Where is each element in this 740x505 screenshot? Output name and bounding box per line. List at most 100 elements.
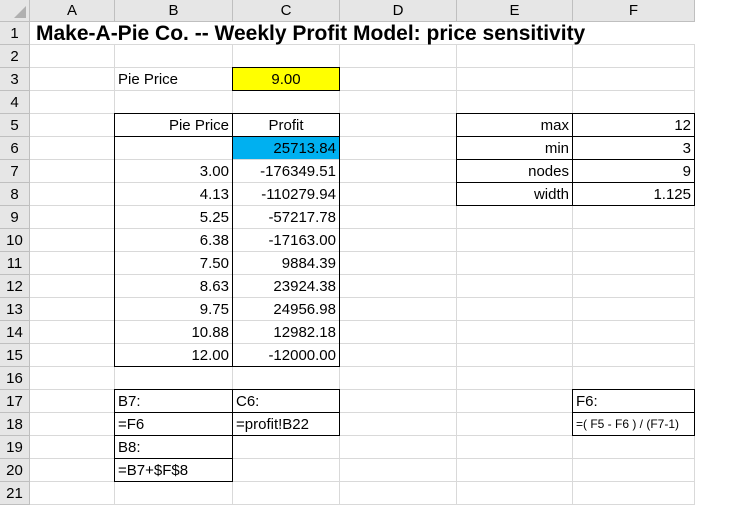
grid-cell[interactable]: [573, 229, 695, 252]
column-header-a[interactable]: A: [30, 0, 115, 22]
profit-value[interactable]: 9884.39: [233, 252, 340, 275]
grid-cell[interactable]: [457, 229, 573, 252]
grid-cell[interactable]: [573, 482, 695, 505]
grid-cell[interactable]: [573, 91, 695, 114]
note-b8-label[interactable]: B8:: [115, 436, 233, 459]
note-b7-label[interactable]: B7:: [115, 390, 233, 413]
row-header-12[interactable]: 12: [0, 275, 30, 298]
grid-cell[interactable]: [30, 390, 115, 413]
pie-price-value[interactable]: 7.50: [115, 252, 233, 275]
grid-cell[interactable]: [573, 344, 695, 367]
profit-value[interactable]: -110279.94: [233, 183, 340, 206]
grid-cell[interactable]: [233, 459, 340, 482]
param-value[interactable]: 3: [573, 137, 695, 160]
grid-cell[interactable]: [573, 206, 695, 229]
grid-cell[interactable]: [340, 45, 457, 68]
note-f6-label[interactable]: F6:: [573, 390, 695, 413]
row-header-7[interactable]: 7: [0, 160, 30, 183]
row-header-8[interactable]: 8: [0, 183, 30, 206]
grid-cell[interactable]: [573, 321, 695, 344]
grid-cell[interactable]: [457, 459, 573, 482]
grid-cell[interactable]: [573, 298, 695, 321]
grid-cell[interactable]: [340, 367, 457, 390]
profit-base-cell[interactable]: 25713.84: [233, 137, 340, 160]
grid-cell[interactable]: [457, 252, 573, 275]
table-header-profit[interactable]: Profit: [233, 114, 340, 137]
profit-value[interactable]: -57217.78: [233, 206, 340, 229]
grid-cell[interactable]: [340, 252, 457, 275]
profit-value[interactable]: -12000.00: [233, 344, 340, 367]
grid-cell[interactable]: [233, 91, 340, 114]
grid-cell[interactable]: [573, 252, 695, 275]
row-header-4[interactable]: 4: [0, 91, 30, 114]
grid-cell[interactable]: [457, 68, 573, 91]
grid-cell[interactable]: [340, 390, 457, 413]
row-header-21[interactable]: 21: [0, 482, 30, 505]
grid-cell[interactable]: [457, 275, 573, 298]
grid-cell[interactable]: [30, 413, 115, 436]
grid-cell[interactable]: [30, 160, 115, 183]
grid-cell[interactable]: [30, 68, 115, 91]
grid-cell[interactable]: [30, 367, 115, 390]
param-value[interactable]: 12: [573, 114, 695, 137]
param-value[interactable]: 1.125: [573, 183, 695, 206]
grid-cell[interactable]: [340, 206, 457, 229]
row-header-20[interactable]: 20: [0, 459, 30, 482]
grid-cell[interactable]: [340, 91, 457, 114]
grid-cell[interactable]: [457, 413, 573, 436]
grid-cell[interactable]: [340, 344, 457, 367]
grid-cell[interactable]: [340, 183, 457, 206]
profit-value[interactable]: -176349.51: [233, 160, 340, 183]
grid-cell[interactable]: [573, 436, 695, 459]
pie-price-input-cell[interactable]: 9.00: [233, 68, 340, 91]
column-header-e[interactable]: E: [457, 0, 573, 22]
column-header-d[interactable]: D: [340, 0, 457, 22]
profit-value[interactable]: 24956.98: [233, 298, 340, 321]
grid-cell[interactable]: [573, 367, 695, 390]
grid-cell[interactable]: [30, 321, 115, 344]
row-header-10[interactable]: 10: [0, 229, 30, 252]
grid-cell[interactable]: [30, 275, 115, 298]
pie-price-value[interactable]: 9.75: [115, 298, 233, 321]
pie-price-value[interactable]: 4.13: [115, 183, 233, 206]
grid-cell[interactable]: [30, 344, 115, 367]
grid-cell[interactable]: [233, 45, 340, 68]
grid-cell[interactable]: [115, 367, 233, 390]
grid-cell[interactable]: [340, 436, 457, 459]
grid-cell[interactable]: [115, 482, 233, 505]
pie-price-value[interactable]: 6.38: [115, 229, 233, 252]
grid-cell[interactable]: [457, 45, 573, 68]
row-header-5[interactable]: 5: [0, 114, 30, 137]
grid-cell[interactable]: [30, 183, 115, 206]
grid-cell[interactable]: [340, 160, 457, 183]
grid-cell[interactable]: [340, 321, 457, 344]
grid-cell[interactable]: [30, 229, 115, 252]
grid-cell[interactable]: [457, 436, 573, 459]
param-value[interactable]: 9: [573, 160, 695, 183]
row-header-14[interactable]: 14: [0, 321, 30, 344]
note-c6-formula[interactable]: =profit!B22: [233, 413, 340, 436]
pie-price-value[interactable]: 3.00: [115, 160, 233, 183]
note-b8-formula[interactable]: =B7+$F$8: [115, 459, 233, 482]
grid-cell[interactable]: [233, 482, 340, 505]
grid-cell[interactable]: [340, 68, 457, 91]
row-header-6[interactable]: 6: [0, 137, 30, 160]
grid-cell[interactable]: [30, 206, 115, 229]
grid-cell[interactable]: [340, 137, 457, 160]
grid-cell[interactable]: [233, 436, 340, 459]
pie-price-value[interactable]: 12.00: [115, 344, 233, 367]
pie-price-value[interactable]: 10.88: [115, 321, 233, 344]
grid-cell[interactable]: [115, 91, 233, 114]
profit-value[interactable]: 12982.18: [233, 321, 340, 344]
grid-cell[interactable]: [30, 91, 115, 114]
grid-cell[interactable]: [457, 482, 573, 505]
grid-cell[interactable]: [30, 114, 115, 137]
profit-value[interactable]: 23924.38: [233, 275, 340, 298]
row-header-17[interactable]: 17: [0, 390, 30, 413]
row-header-3[interactable]: 3: [0, 68, 30, 91]
grid-cell[interactable]: [30, 436, 115, 459]
param-label[interactable]: nodes: [457, 160, 573, 183]
grid-cell[interactable]: [457, 390, 573, 413]
grid-cell[interactable]: [340, 482, 457, 505]
